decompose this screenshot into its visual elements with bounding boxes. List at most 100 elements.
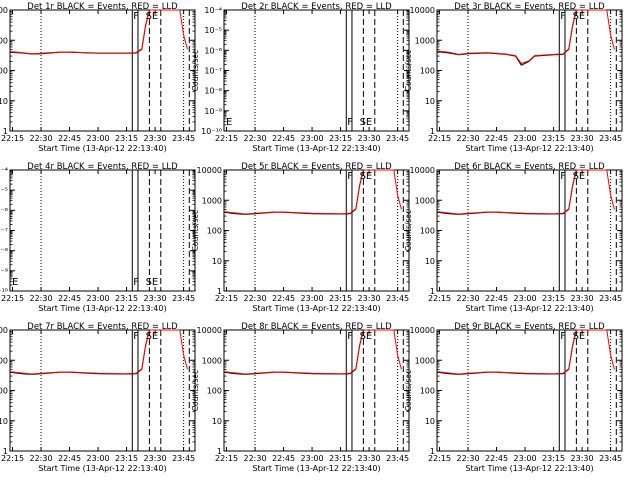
y-axis-label: Counts/sec [404,370,413,411]
plot-frame [9,169,196,292]
x-axis-label: Start Time (13-Apr-12 22:13:40) [465,464,593,473]
x-tick-label: 23:30 [144,454,167,463]
x-tick-label: 22:15 [1,294,24,303]
x-tick-label: 23:00 [87,294,110,303]
events-series-line [223,169,364,215]
panel-det-2: Det 2r BLACK = Events, RED = LLD 22:15 22:… [191,2,410,153]
y-axis-label: Counts/sec [191,50,200,91]
y-tick-label: 10 [212,257,222,266]
y-tick-label: 10⁻⁵ [0,186,8,195]
x-tick-label: 22:45 [272,294,295,303]
lld-series-line [223,329,402,375]
marker-f-label: F [133,331,139,342]
y-tick-label: 1000 [415,356,435,365]
y-tick-label: 10 [425,257,435,266]
lld-series-line [223,169,402,215]
x-tick-label: 23:15 [542,294,565,303]
x-tick-label: 23:30 [144,134,167,143]
y-tick-label: 1 [3,447,8,456]
x-tick-label: 22:45 [58,294,81,303]
y-tick-label: 10⁻¹⁰ [201,127,222,136]
marker-se-label: SE [573,171,586,182]
y-tick-label: 10000 [410,6,435,15]
y-tick-label: 1000 [415,196,435,205]
x-tick-label: 23:15 [329,294,352,303]
x-tick-label: 23:45 [599,294,622,303]
y-tick-label: 10 [212,417,222,426]
x-tick-label: 23:00 [514,134,537,143]
y-tick-label: 10⁻⁴ [0,166,8,175]
x-tick-label: 23:00 [87,134,110,143]
x-axis-label: Start Time (13-Apr-12 22:13:40) [465,304,593,313]
y-tick-label: 1 [430,287,435,296]
panel-title: Det 6r BLACK = Events, RED = LLD [454,162,605,172]
lld-series-line [436,329,615,375]
x-tick-label: 22:45 [58,454,81,463]
x-tick-label: 22:30 [30,454,53,463]
lld-series-line [9,329,188,375]
x-tick-label: 22:45 [58,134,81,143]
panel-det-7: Det 7r BLACK = Events, RED = LLD 22:15 22:… [0,322,196,473]
panel-title: Det 2r BLACK = Events, RED = LLD [241,2,392,12]
x-tick-label: 23:45 [172,134,195,143]
y-tick-label: 10000 [197,166,222,175]
plot-frame [223,329,410,452]
marker-f-label: F [347,171,353,182]
marker-se-label: SE [146,277,159,288]
x-tick-label: 22:30 [244,454,267,463]
x-tick-label: 22:45 [272,134,295,143]
y-tick-label: 10⁻¹⁰ [0,287,8,296]
marker-f-label: F [133,11,139,22]
panel-det-3: Det 3r BLACK = Events, RED = LLD 22:15 22:… [404,2,623,153]
x-axis-label: Start Time (13-Apr-12 22:13:40) [38,304,166,313]
x-tick-label: 23:15 [329,454,352,463]
y-tick-label: 1 [217,447,222,456]
x-tick-label: 23:15 [329,134,352,143]
y-tick-label: 100 [0,67,8,76]
panel-title: Det 8r BLACK = Events, RED = LLD [241,322,392,332]
marker-se-label: SE [573,331,586,342]
x-axis-label: Start Time (13-Apr-12 22:13:40) [38,464,166,473]
panel-title: Det 7r BLACK = Events, RED = LLD [27,322,178,332]
x-tick-label: 22:15 [215,454,238,463]
y-tick-label: 1000 [202,196,222,205]
x-tick-label: 23:30 [144,294,167,303]
events-series-line [9,329,150,375]
x-tick-label: 22:15 [215,134,238,143]
y-tick-label: 10 [0,97,8,106]
y-tick-label: 10000 [197,326,222,335]
corner-e-label: E [12,277,18,288]
marker-se-label: SE [360,171,373,182]
x-tick-label: 23:45 [599,134,622,143]
lld-series-line [436,169,615,215]
plot-frame [223,169,410,292]
x-tick-label: 22:30 [244,134,267,143]
y-tick-label: 10⁻⁶ [204,46,222,55]
x-tick-label: 23:15 [115,294,138,303]
y-tick-label: 100 [420,67,435,76]
x-tick-label: 22:15 [215,294,238,303]
marker-f-label: F [560,171,566,182]
x-tick-label: 23:00 [301,454,324,463]
x-axis-label: Start Time (13-Apr-12 22:13:40) [38,144,166,153]
x-tick-label: 22:15 [1,134,24,143]
y-tick-label: 1 [217,287,222,296]
y-tick-label: 10⁻⁶ [0,206,8,215]
y-tick-label: 100 [420,227,435,236]
marker-f-label: F [133,277,139,288]
y-tick-label: 1 [430,447,435,456]
y-tick-label: 10000 [410,326,435,335]
x-tick-label: 23:15 [542,454,565,463]
y-axis-label: Counts/sec [404,50,413,91]
y-tick-label: 1 [3,127,8,136]
x-tick-label: 22:45 [272,454,295,463]
x-tick-label: 23:30 [571,454,594,463]
panel-title: Det 5r BLACK = Events, RED = LLD [241,162,392,172]
marker-se-label: SE [146,11,159,22]
y-tick-label: 1000 [202,356,222,365]
marker-se-label: SE [146,331,159,342]
y-axis-label: Counts/sec [191,370,200,411]
panel-title: Det 1r BLACK = Events, RED = LLD [27,2,178,12]
x-tick-label: 22:30 [244,294,267,303]
x-tick-label: 23:15 [115,134,138,143]
